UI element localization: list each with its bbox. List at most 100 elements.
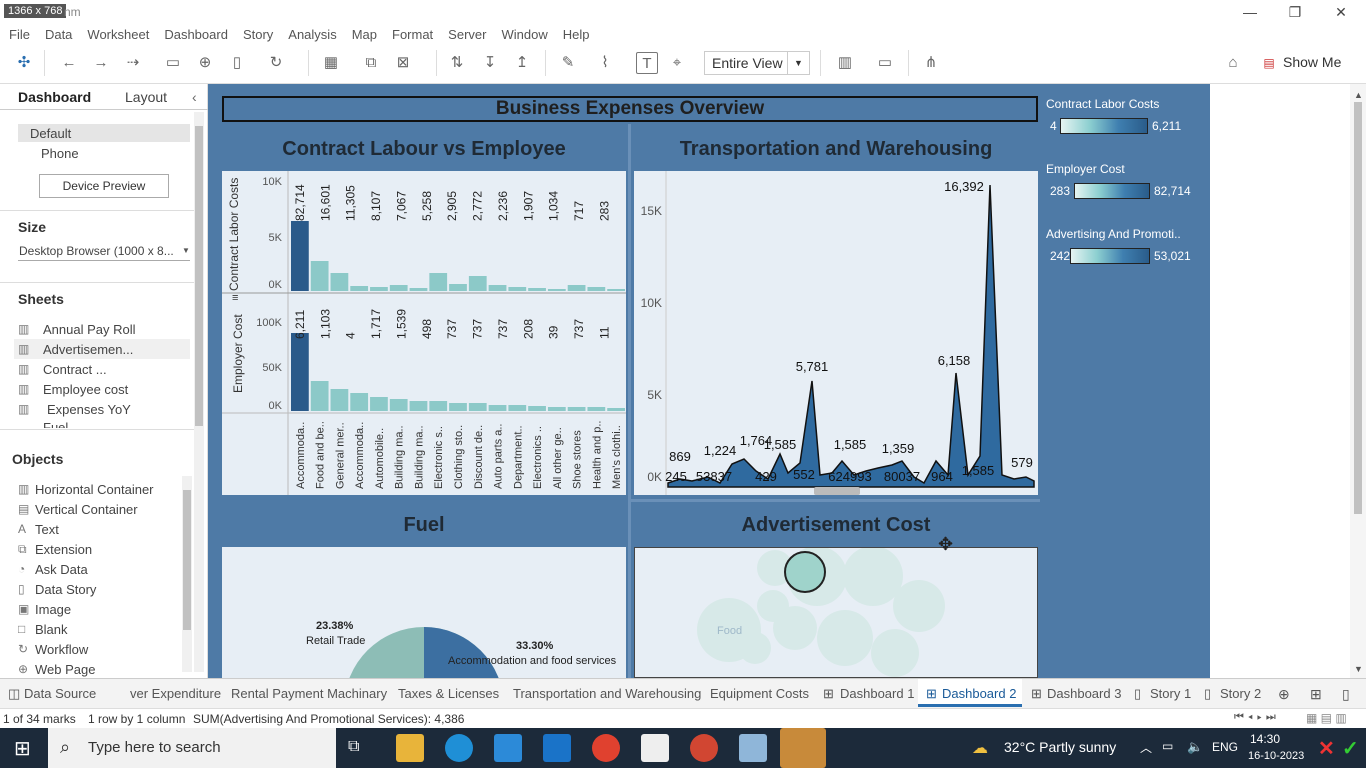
object-web-page[interactable]: Web Page <box>35 662 96 677</box>
transport-chart-area[interactable]: 15K 10K 5K 0K 869 245 1,224 53837 1,764 1,585 429… <box>634 171 1038 495</box>
legend-gradient[interactable] <box>1074 183 1150 199</box>
fuel-chart-area[interactable]: 23.38% Retail Trade 33.30% Accommodation… <box>222 547 626 768</box>
object-ask-data[interactable]: Ask Data <box>35 562 88 577</box>
object-workflow[interactable]: Workflow <box>35 642 89 657</box>
store-icon[interactable] <box>494 734 522 762</box>
tab-dashboard-active[interactable]: Dashboard 2 <box>942 686 1017 701</box>
clock-time[interactable]: 14:30 <box>1250 732 1281 746</box>
tab-dashboard[interactable]: Dashboard 1 <box>840 686 915 701</box>
format-painter-icon[interactable]: ⌂ <box>1228 54 1238 71</box>
show-me-button[interactable]: Show Me <box>1283 54 1342 70</box>
show-cards-icon[interactable]: ▥ <box>837 54 853 71</box>
tab-layout[interactable]: Layout <box>125 89 168 105</box>
device-preview-button[interactable]: Device Preview <box>39 174 169 198</box>
object-text[interactable]: Text <box>35 522 59 537</box>
sheet-item[interactable]: Annual Pay Roll <box>43 322 136 337</box>
sort-asc-icon[interactable]: ↧ <box>483 54 497 71</box>
maximize-button[interactable]: ❐ <box>1288 4 1302 20</box>
resize-handle[interactable] <box>814 487 860 495</box>
presentation-icon[interactable]: ▭ <box>877 54 893 71</box>
device-phone[interactable]: Phone <box>41 146 79 161</box>
left-scrollbar[interactable] <box>194 112 204 672</box>
taskbar-search[interactable]: ⌕ Type here to search <box>48 728 336 768</box>
replay-icon[interactable]: ⇢ <box>126 54 140 71</box>
share-icon[interactable]: ⋔ <box>924 54 938 71</box>
security-icon[interactable] <box>780 728 826 768</box>
check-green-icon[interactable]: ✓ <box>1342 738 1359 760</box>
legend-gradient[interactable] <box>1070 248 1150 264</box>
language-indicator[interactable]: ENG <box>1212 740 1239 754</box>
menu-story[interactable]: Story <box>242 26 274 42</box>
object-data-story[interactable]: Data Story <box>35 582 97 597</box>
sort-desc-icon[interactable]: ↥ <box>515 54 529 71</box>
menu-file[interactable]: File <box>9 26 30 42</box>
fit-dropdown[interactable]: Entire View ▼ <box>704 51 810 75</box>
redo-icon[interactable]: → <box>93 54 109 71</box>
sheet-item[interactable]: Advertisemen... <box>43 342 134 357</box>
menu-worksheet[interactable]: Worksheet <box>87 26 150 42</box>
menu-format[interactable]: Format <box>392 26 434 42</box>
text-label-icon[interactable]: T <box>636 52 658 74</box>
objects-scrollbar[interactable] <box>182 476 192 672</box>
chrome-icon[interactable] <box>592 734 620 762</box>
device-default[interactable]: Default <box>30 126 72 141</box>
close-red-icon[interactable]: ✕ <box>1318 738 1335 760</box>
menu-data[interactable]: Data <box>44 26 73 42</box>
new-datasource-icon[interactable]: ⊕ <box>198 54 212 71</box>
tray-chevron-icon[interactable]: ︿ <box>1140 741 1153 755</box>
new-worksheet-icon[interactable]: ⊕ <box>1278 686 1290 702</box>
chrome-profile-icon[interactable] <box>690 734 718 762</box>
attach-icon[interactable]: ⌇ <box>601 54 609 71</box>
edge-icon[interactable] <box>445 734 473 762</box>
view-grid-icon[interactable]: ▦ ▤ ▥ <box>1306 711 1347 725</box>
file-explorer-icon[interactable] <box>396 734 424 762</box>
tab-sheet[interactable]: ver Expenditure <box>130 686 222 701</box>
refresh-icon[interactable]: ↻ <box>269 54 283 71</box>
sheet-item[interactable]: Employee cost <box>43 382 129 397</box>
app-icon[interactable] <box>641 734 669 762</box>
mail-icon[interactable] <box>543 734 571 762</box>
legend-gradient[interactable] <box>1060 118 1148 134</box>
sheet-nav-icon[interactable]: ⏮◂▸⏭ <box>1234 711 1280 723</box>
volume-icon[interactable]: 🔈 <box>1187 739 1204 754</box>
object-blank[interactable]: Blank <box>35 622 68 637</box>
menu-server[interactable]: Server <box>448 26 487 42</box>
minimize-button[interactable]: — <box>1243 4 1257 20</box>
menu-dashboard[interactable]: Dashboard <box>164 26 228 42</box>
object-image[interactable]: Image <box>35 602 72 617</box>
tableau-logo-icon[interactable]: ✣ <box>17 54 31 71</box>
advert-chart-area[interactable]: Food <box>634 546 1038 678</box>
tab-data-source[interactable]: Data Source <box>24 686 97 701</box>
tab-story[interactable]: Story 1 <box>1150 686 1192 701</box>
windows-start-icon[interactable]: ⊞ <box>14 738 31 760</box>
duplicate-icon[interactable]: ⧉ <box>365 54 377 71</box>
tableau-taskbar-icon[interactable] <box>739 734 767 762</box>
menu-analysis[interactable]: Analysis <box>288 26 337 42</box>
tab-story[interactable]: Story 2 <box>1220 686 1262 701</box>
pause-updates-icon[interactable]: ▯ <box>232 54 242 71</box>
menu-map[interactable]: Map <box>351 26 377 42</box>
tab-sheet[interactable]: Equipment Costs <box>710 686 809 701</box>
pin-icon[interactable]: ⌖ <box>672 54 682 71</box>
object-extension[interactable]: Extension <box>35 542 93 557</box>
menu-help[interactable]: Help <box>562 26 590 42</box>
highlight-icon[interactable]: ✎ <box>561 54 575 71</box>
new-dashboard-icon[interactable]: ⊞ <box>1310 686 1322 702</box>
contract-chart-area[interactable]: Contract Labor Costs Employer Cost 10K 5K… <box>222 171 626 495</box>
tab-sheet[interactable]: Taxes & Licenses <box>398 686 500 701</box>
tab-sheet[interactable]: Transportation and Warehousing <box>513 686 702 701</box>
new-story-icon[interactable]: ▯ <box>1342 686 1350 702</box>
new-worksheet-icon[interactable]: ▦ <box>323 54 339 71</box>
swap-icon[interactable]: ⇅ <box>450 54 464 71</box>
sheet-item[interactable]: Contract ... <box>43 362 107 377</box>
object-vertical-container[interactable]: Vertical Container <box>35 502 138 517</box>
task-view-icon[interactable]: ⧉ <box>348 738 360 755</box>
clear-icon[interactable]: ⊠ <box>396 54 410 71</box>
undo-icon[interactable]: ← <box>61 54 77 71</box>
sheet-item[interactable]: Expenses YoY <box>47 402 131 417</box>
menu-window[interactable]: Window <box>501 26 548 42</box>
tab-dashboard[interactable]: Dashboard 3 <box>1047 686 1122 701</box>
network-icon[interactable]: ▭ <box>1162 739 1174 753</box>
close-button[interactable]: ✕ <box>1335 4 1347 20</box>
save-icon[interactable]: ▭ <box>165 54 181 71</box>
